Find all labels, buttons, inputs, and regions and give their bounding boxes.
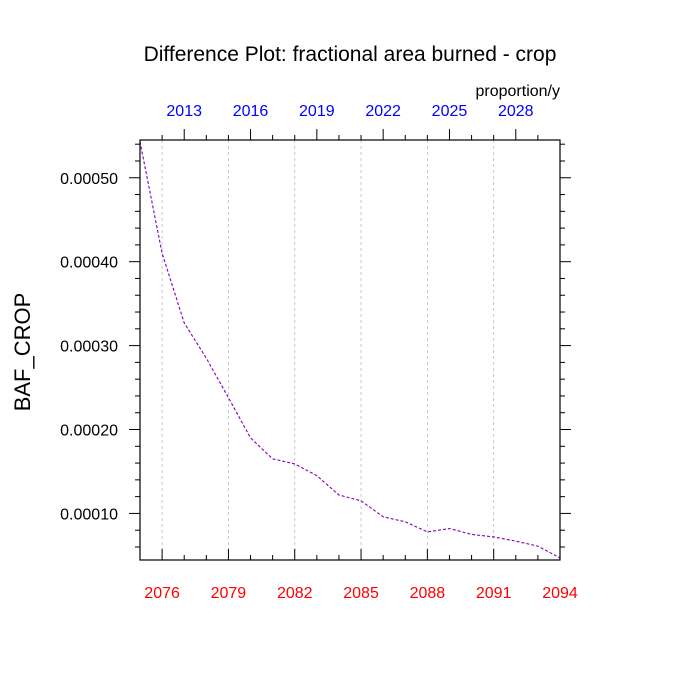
x-tick-label: 2088 [410, 585, 446, 602]
x-tick-label: 2094 [542, 585, 578, 602]
x-tick-label: 2076 [144, 585, 180, 602]
top-tick-label: 2016 [233, 103, 269, 120]
series-group [139, 141, 561, 559]
units-label: proportion/y [476, 83, 561, 100]
top-tick-label: 2013 [166, 103, 202, 120]
tick-labels: 2076 2079 2082 2085 2088 2091 2094 2013 2016 2019… [60, 103, 578, 602]
y-axis-label: BAF_CROP [10, 293, 35, 412]
grid-lines [161, 140, 495, 560]
y-tick-label: 0.00020 [60, 423, 118, 440]
x-tick-label: 2091 [476, 585, 512, 602]
y-tick-label: 0.00040 [60, 255, 118, 272]
top-tick-label: 2028 [498, 103, 534, 120]
x-tick-label: 2082 [277, 585, 313, 602]
y-tick-label: 0.00050 [60, 171, 118, 188]
axis-ticks [129, 129, 571, 560]
x-tick-label: 2079 [211, 585, 247, 602]
plot-frame [139, 139, 561, 561]
y-tick-label: 0.00030 [60, 339, 118, 356]
x-tick-label: 2085 [343, 585, 379, 602]
top-tick-label: 2025 [432, 103, 468, 120]
chart-title: Difference Plot: fractional area burned … [144, 43, 557, 66]
y-tick-label: 0.00010 [60, 506, 118, 523]
top-tick-label: 2019 [299, 103, 335, 120]
top-tick-label: 2022 [365, 103, 401, 120]
series-line [139, 141, 561, 559]
